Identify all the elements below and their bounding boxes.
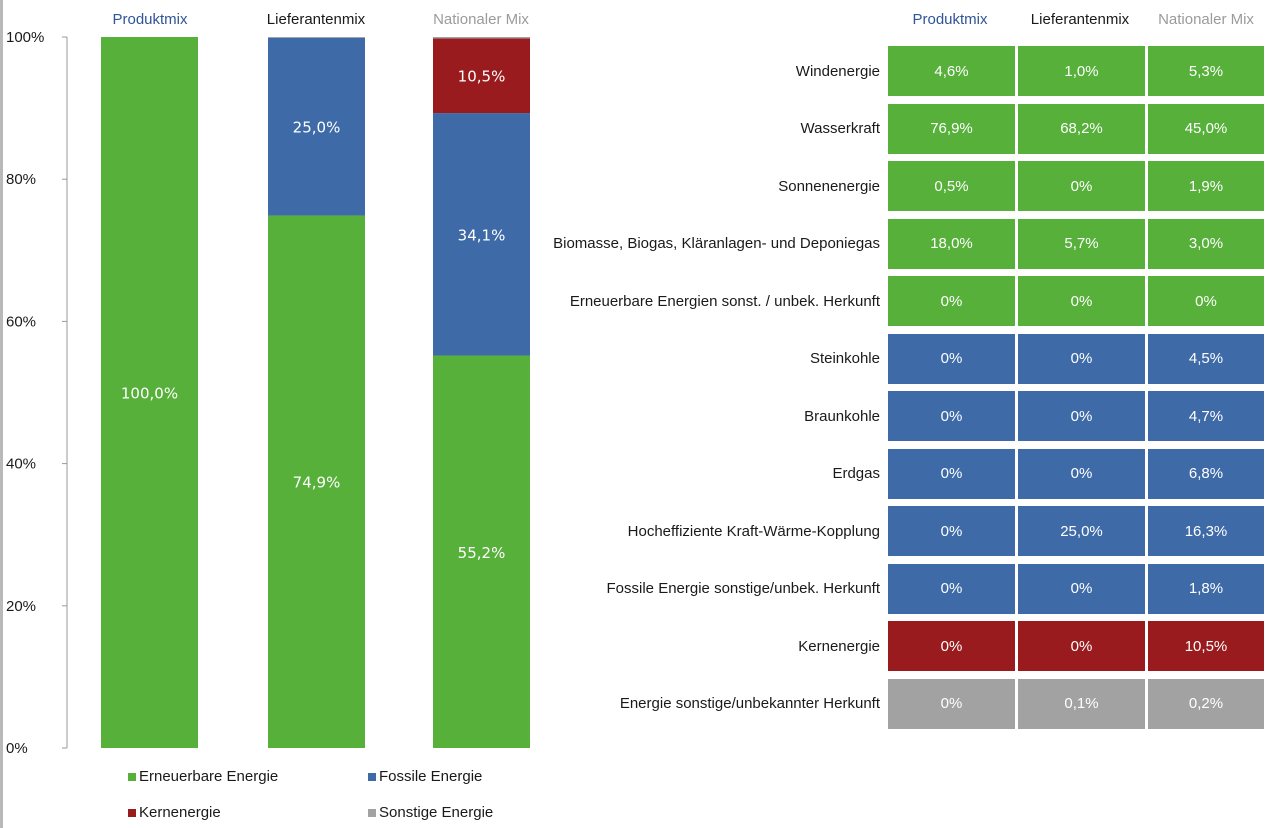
legend-label-fossile: Fossile Energie (379, 768, 483, 785)
bar-header-produktmix: Produktmix (112, 11, 188, 28)
table-cell: 0% (888, 678, 1015, 729)
table-row-label: Steinkohle (809, 350, 880, 367)
table-cell: 0% (1018, 621, 1145, 671)
bar-segment (433, 355, 530, 748)
table-cell: 0% (1018, 161, 1145, 211)
table-cell: 68,2% (1018, 103, 1145, 154)
table-cell: 0% (888, 506, 1015, 556)
table-cell: 0% (888, 448, 1015, 499)
y-tick-label: 40% (6, 456, 36, 473)
legend-label-sonstige: Sonstige Energie (379, 804, 494, 821)
table-cell: 4,6% (888, 46, 1015, 96)
table-cell: 25,0% (1018, 506, 1145, 556)
legend-label-kernenergie: Kernenergie (139, 804, 221, 821)
y-tick-label: 20% (6, 598, 36, 615)
bar-data-label: 55,2% (458, 544, 506, 562)
table-cell: 4,5% (1148, 333, 1264, 384)
table-cell: 0% (888, 276, 1015, 326)
table-cell: 45,0% (1148, 103, 1264, 154)
table-row-label: Hocheffiziente Kraft-Wärme-Kopplung (627, 522, 880, 540)
bar-data-label: 74,9% (293, 474, 341, 492)
table-cell: 0% (1148, 276, 1264, 326)
table-row-label: Erdgas (832, 465, 880, 482)
table-cell: 0,1% (1018, 678, 1145, 729)
table-cell: 0% (1018, 276, 1145, 326)
table-cell: 5,7% (1018, 218, 1145, 269)
stacked-bar-chart: 0% 20% 40% 60% 80% 100% 100,0% 74,9% 25,0% 55,2% 3… (6, 29, 530, 757)
table-cell: 0% (888, 333, 1015, 384)
table-cell: 0% (888, 563, 1015, 614)
table-cell: 0% (888, 621, 1015, 671)
table-cell: 1,9% (1148, 161, 1264, 211)
table-row-label: Wasserkraft (800, 120, 880, 137)
bar-segment (268, 215, 365, 748)
bar-data-label: 34,1% (458, 226, 506, 244)
bar-segment (268, 37, 365, 38)
table-header-produktmix: Produktmix (912, 11, 988, 28)
bar-segment (433, 113, 530, 356)
bar-header-nationaler-mix: Nationaler Mix (433, 11, 529, 28)
table-cell: 76,9% (888, 103, 1015, 154)
table-cell: 0,5% (888, 161, 1015, 211)
legend-item-fossile: Fossile Energie (368, 768, 482, 785)
legend-swatch-erneuerbare (128, 772, 136, 781)
legend-swatch-kernenergie (128, 808, 136, 817)
table-header-lieferantenmix: Lieferantenmix (1030, 11, 1130, 28)
legend-swatch-sonstige (368, 808, 376, 817)
bar-segment (433, 37, 530, 39)
bar-data-label: 100,0% (121, 385, 178, 403)
y-tick-label: 0% (6, 740, 28, 757)
table-cell: 18,0% (888, 218, 1015, 269)
table-cell: 0% (1018, 448, 1145, 499)
table-cell: 0% (1018, 333, 1145, 384)
table-cell: 16,3% (1148, 506, 1264, 556)
legend-label-erneuerbare: Erneuerbare Energie (139, 768, 279, 785)
table-cell: 1,8% (1148, 563, 1264, 614)
table-cell: 3,0% (1148, 218, 1264, 269)
bar-segment (433, 38, 530, 114)
table-cell: 1,0% (1018, 46, 1145, 96)
table-cell: 10,5% (1148, 621, 1264, 671)
table-cell: 4,7% (1148, 391, 1264, 441)
table-cell: 5,3% (1148, 46, 1264, 96)
table-cell: 6,8% (1148, 448, 1264, 499)
y-tick-label: 80% (6, 171, 36, 188)
table-cell: 0% (888, 391, 1015, 441)
table-header-nationaler-mix: Nationaler Mix (1158, 11, 1254, 28)
table-row-label: Energie sonstige/unbekannter Herkunft (619, 695, 880, 712)
legend-swatch-fossile (368, 772, 376, 781)
table-row-label: Kernenergie (798, 637, 880, 655)
bar-data-label: 10,5% (458, 68, 506, 86)
table-cell: 0,2% (1148, 678, 1264, 729)
y-tick-label: 60% (6, 313, 36, 330)
table-cell: 0% (1018, 563, 1145, 614)
left-edge-border (0, 0, 3, 828)
table-row-label: Windenergie (795, 62, 880, 80)
bar-header-lieferantenmix: Lieferantenmix (266, 11, 366, 28)
legend-item-sonstige: Sonstige Energie (368, 804, 493, 821)
table-row-label: Braunkohle (804, 407, 880, 425)
bar-data-label: 25,0% (293, 119, 341, 137)
table-row-label: Biomasse, Biogas, Kläranlagen- und Depon… (553, 235, 880, 252)
table-row-label: Fossile Energie sonstige/unbek. Herkunft (606, 580, 880, 597)
table-row-label: Erneuerbare Energien sonst. / unbek. Her… (569, 292, 880, 310)
bar-segment (268, 37, 365, 216)
legend-item-erneuerbare: Erneuerbare Energie (128, 768, 278, 785)
table-cell: 0% (1018, 391, 1145, 441)
y-tick-label: 100% (6, 29, 44, 46)
table-row-label: Sonnenenergie (778, 177, 880, 195)
legend-item-kernenergie: Kernenergie (128, 804, 221, 821)
bar-segment (101, 37, 198, 748)
